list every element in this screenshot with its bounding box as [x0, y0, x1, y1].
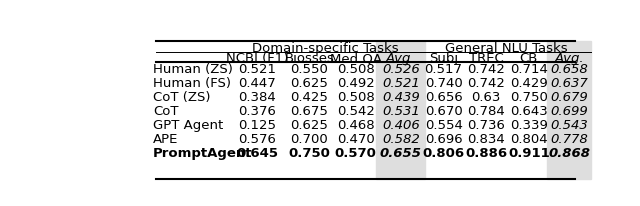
Text: Human (FS): Human (FS) — [153, 77, 231, 90]
Text: 0.508: 0.508 — [337, 91, 374, 104]
Text: 0.531: 0.531 — [382, 105, 420, 118]
Text: 0.543: 0.543 — [550, 119, 588, 132]
Text: 0.637: 0.637 — [550, 77, 588, 90]
Text: 0.696: 0.696 — [425, 133, 462, 146]
Text: 0.740: 0.740 — [425, 77, 463, 90]
Bar — [376, 41, 425, 179]
Text: 0.339: 0.339 — [510, 119, 548, 132]
Text: Med QA: Med QA — [330, 52, 382, 65]
Text: CoT (ZS): CoT (ZS) — [153, 91, 211, 104]
Text: TREC: TREC — [469, 52, 504, 65]
Text: 0.492: 0.492 — [337, 77, 374, 90]
Text: 0.656: 0.656 — [425, 91, 463, 104]
Text: 0.625: 0.625 — [291, 119, 328, 132]
Text: 0.429: 0.429 — [510, 77, 548, 90]
Text: 0.778: 0.778 — [550, 133, 588, 146]
Text: General NLU Tasks: General NLU Tasks — [445, 42, 568, 55]
Text: 0.447: 0.447 — [239, 77, 276, 90]
Text: PromptAgent: PromptAgent — [153, 147, 252, 160]
Text: 0.750: 0.750 — [510, 91, 548, 104]
Text: Subj: Subj — [429, 52, 458, 65]
Text: 0.576: 0.576 — [238, 133, 276, 146]
Text: 0.868: 0.868 — [548, 147, 591, 160]
Text: 0.521: 0.521 — [238, 63, 276, 76]
Text: 0.714: 0.714 — [510, 63, 548, 76]
Text: 0.521: 0.521 — [382, 77, 420, 90]
Text: 0.911: 0.911 — [508, 147, 550, 160]
Text: 0.63: 0.63 — [472, 91, 501, 104]
Text: 0.470: 0.470 — [337, 133, 374, 146]
Text: 0.679: 0.679 — [550, 91, 588, 104]
Text: 0.806: 0.806 — [422, 147, 465, 160]
Text: 0.736: 0.736 — [467, 119, 505, 132]
Text: 0.406: 0.406 — [382, 119, 420, 132]
Text: 0.670: 0.670 — [425, 105, 463, 118]
Text: 0.582: 0.582 — [382, 133, 420, 146]
Text: 0.750: 0.750 — [289, 147, 330, 160]
Text: Domain-specific Tasks: Domain-specific Tasks — [252, 42, 399, 55]
Text: GPT Agent: GPT Agent — [153, 119, 223, 132]
Text: 0.542: 0.542 — [337, 105, 374, 118]
Text: APE: APE — [153, 133, 179, 146]
Text: 0.554: 0.554 — [424, 119, 463, 132]
Text: 0.645: 0.645 — [236, 147, 278, 160]
Text: 0.886: 0.886 — [465, 147, 508, 160]
Text: 0.550: 0.550 — [291, 63, 328, 76]
Text: 0.655: 0.655 — [380, 147, 422, 160]
Text: Avg.: Avg. — [386, 52, 416, 65]
Text: 0.439: 0.439 — [382, 91, 420, 104]
Text: Avg.: Avg. — [555, 52, 584, 65]
Text: 0.384: 0.384 — [239, 91, 276, 104]
Text: 0.125: 0.125 — [238, 119, 276, 132]
Text: Human (ZS): Human (ZS) — [153, 63, 233, 76]
Text: 0.517: 0.517 — [424, 63, 463, 76]
Text: CB: CB — [520, 52, 538, 65]
Text: 0.425: 0.425 — [291, 91, 328, 104]
Text: CoT: CoT — [153, 105, 179, 118]
Text: 0.570: 0.570 — [335, 147, 377, 160]
Text: Biosses: Biosses — [284, 52, 334, 65]
Text: 0.699: 0.699 — [550, 105, 588, 118]
Text: 0.625: 0.625 — [291, 77, 328, 90]
Text: 0.804: 0.804 — [510, 133, 548, 146]
Text: NCBI (F1): NCBI (F1) — [226, 52, 289, 65]
Bar — [547, 41, 591, 179]
Text: 0.508: 0.508 — [337, 63, 374, 76]
Text: 0.700: 0.700 — [291, 133, 328, 146]
Text: 0.526: 0.526 — [382, 63, 420, 76]
Text: 0.742: 0.742 — [467, 63, 505, 76]
Text: 0.742: 0.742 — [467, 77, 505, 90]
Text: 0.376: 0.376 — [238, 105, 276, 118]
Text: 0.468: 0.468 — [337, 119, 374, 132]
Text: 0.834: 0.834 — [467, 133, 505, 146]
Text: 0.784: 0.784 — [467, 105, 505, 118]
Text: 0.643: 0.643 — [510, 105, 548, 118]
Text: 0.675: 0.675 — [291, 105, 328, 118]
Text: 0.658: 0.658 — [550, 63, 588, 76]
